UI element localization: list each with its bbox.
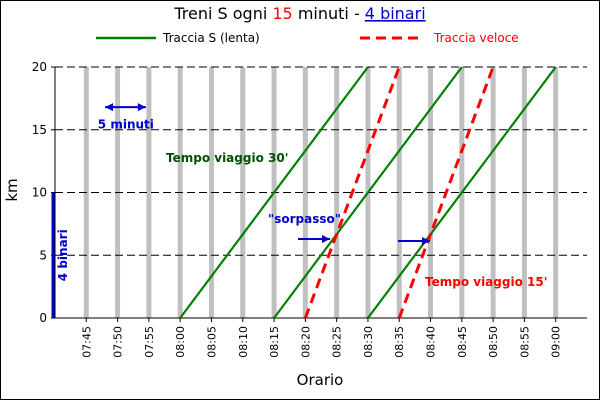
series-0-line-1: [273, 66, 463, 319]
legend-label-1: Traccia veloce: [433, 31, 519, 45]
series-0-line-2: [367, 66, 557, 319]
series-1-line-1: [397, 66, 495, 319]
x-tick-label-2: 07:55: [143, 326, 156, 358]
legend-label-0: Traccia S (lenta): [162, 31, 260, 45]
x-tick-label-7: 08:20: [299, 326, 312, 358]
x-tick-label-15: 09:00: [550, 326, 563, 358]
five-minutes-arrow-head: [137, 103, 146, 112]
title-prefix: Treni S ogni: [173, 4, 272, 23]
y-axis-title: km: [3, 178, 21, 201]
x-tick-label-0: 07:45: [80, 326, 93, 358]
annotation-5-minuti: 5 minuti: [98, 117, 154, 131]
y-tick-label-1: 5: [39, 248, 47, 262]
annotation-4-binari: 4 binari: [56, 229, 70, 281]
x-tick-label-10: 08:35: [393, 326, 406, 358]
chart-title: Treni S ogni 15 minuti - 4 binari: [173, 4, 425, 23]
x-tick-label-14: 08:55: [518, 326, 531, 358]
y-tick-label-4: 20: [32, 60, 47, 74]
x-tick-label-13: 08:50: [487, 326, 500, 358]
time-band-10: [396, 67, 402, 318]
x-tick-label-11: 08:40: [425, 326, 438, 358]
x-tick-label-4: 08:05: [205, 326, 218, 358]
y-tick-label-0: 0: [39, 311, 47, 325]
time-band-15: [553, 67, 559, 318]
series-1-line-0: [303, 66, 401, 319]
annotation-tempo-15: Tempo viaggio 15': [425, 275, 547, 289]
title-highlight: 15: [272, 4, 292, 23]
x-tick-label-1: 07:50: [112, 326, 125, 358]
time-band-2: [146, 67, 152, 318]
five-minutes-arrow-head: [105, 103, 114, 112]
title-link[interactable]: 4 binari: [365, 4, 426, 23]
x-tick-label-12: 08:45: [456, 326, 469, 358]
y-tick-label-3: 15: [32, 123, 47, 137]
x-tick-label-3: 08:00: [174, 326, 187, 358]
y-tick-label-2: 10: [32, 186, 47, 200]
annotation-sorpasso: "sorpasso": [268, 212, 341, 226]
series-0-line-0: [179, 66, 369, 319]
sorpasso-arrow-2-head: [422, 237, 430, 245]
plot-area: 0 5 10 15 20 07:45 07:50 07:55 08:00 08:05 08:10 08…: [32, 60, 587, 358]
annotation-tempo-30: Tempo viaggio 30': [166, 151, 288, 165]
legend: Traccia S (lenta) Traccia veloce: [96, 31, 519, 45]
x-tick-label-5: 08:10: [237, 326, 250, 358]
x-axis-title: Orario: [297, 371, 344, 389]
time-band-7: [302, 67, 308, 318]
x-tick-label-6: 08:15: [268, 326, 281, 358]
sorpasso-arrow-1-head: [322, 235, 330, 243]
x-tick-label-9: 08:30: [362, 326, 375, 358]
x-tick-label-8: 08:25: [331, 326, 344, 358]
title-middle: minuti -: [293, 4, 365, 23]
